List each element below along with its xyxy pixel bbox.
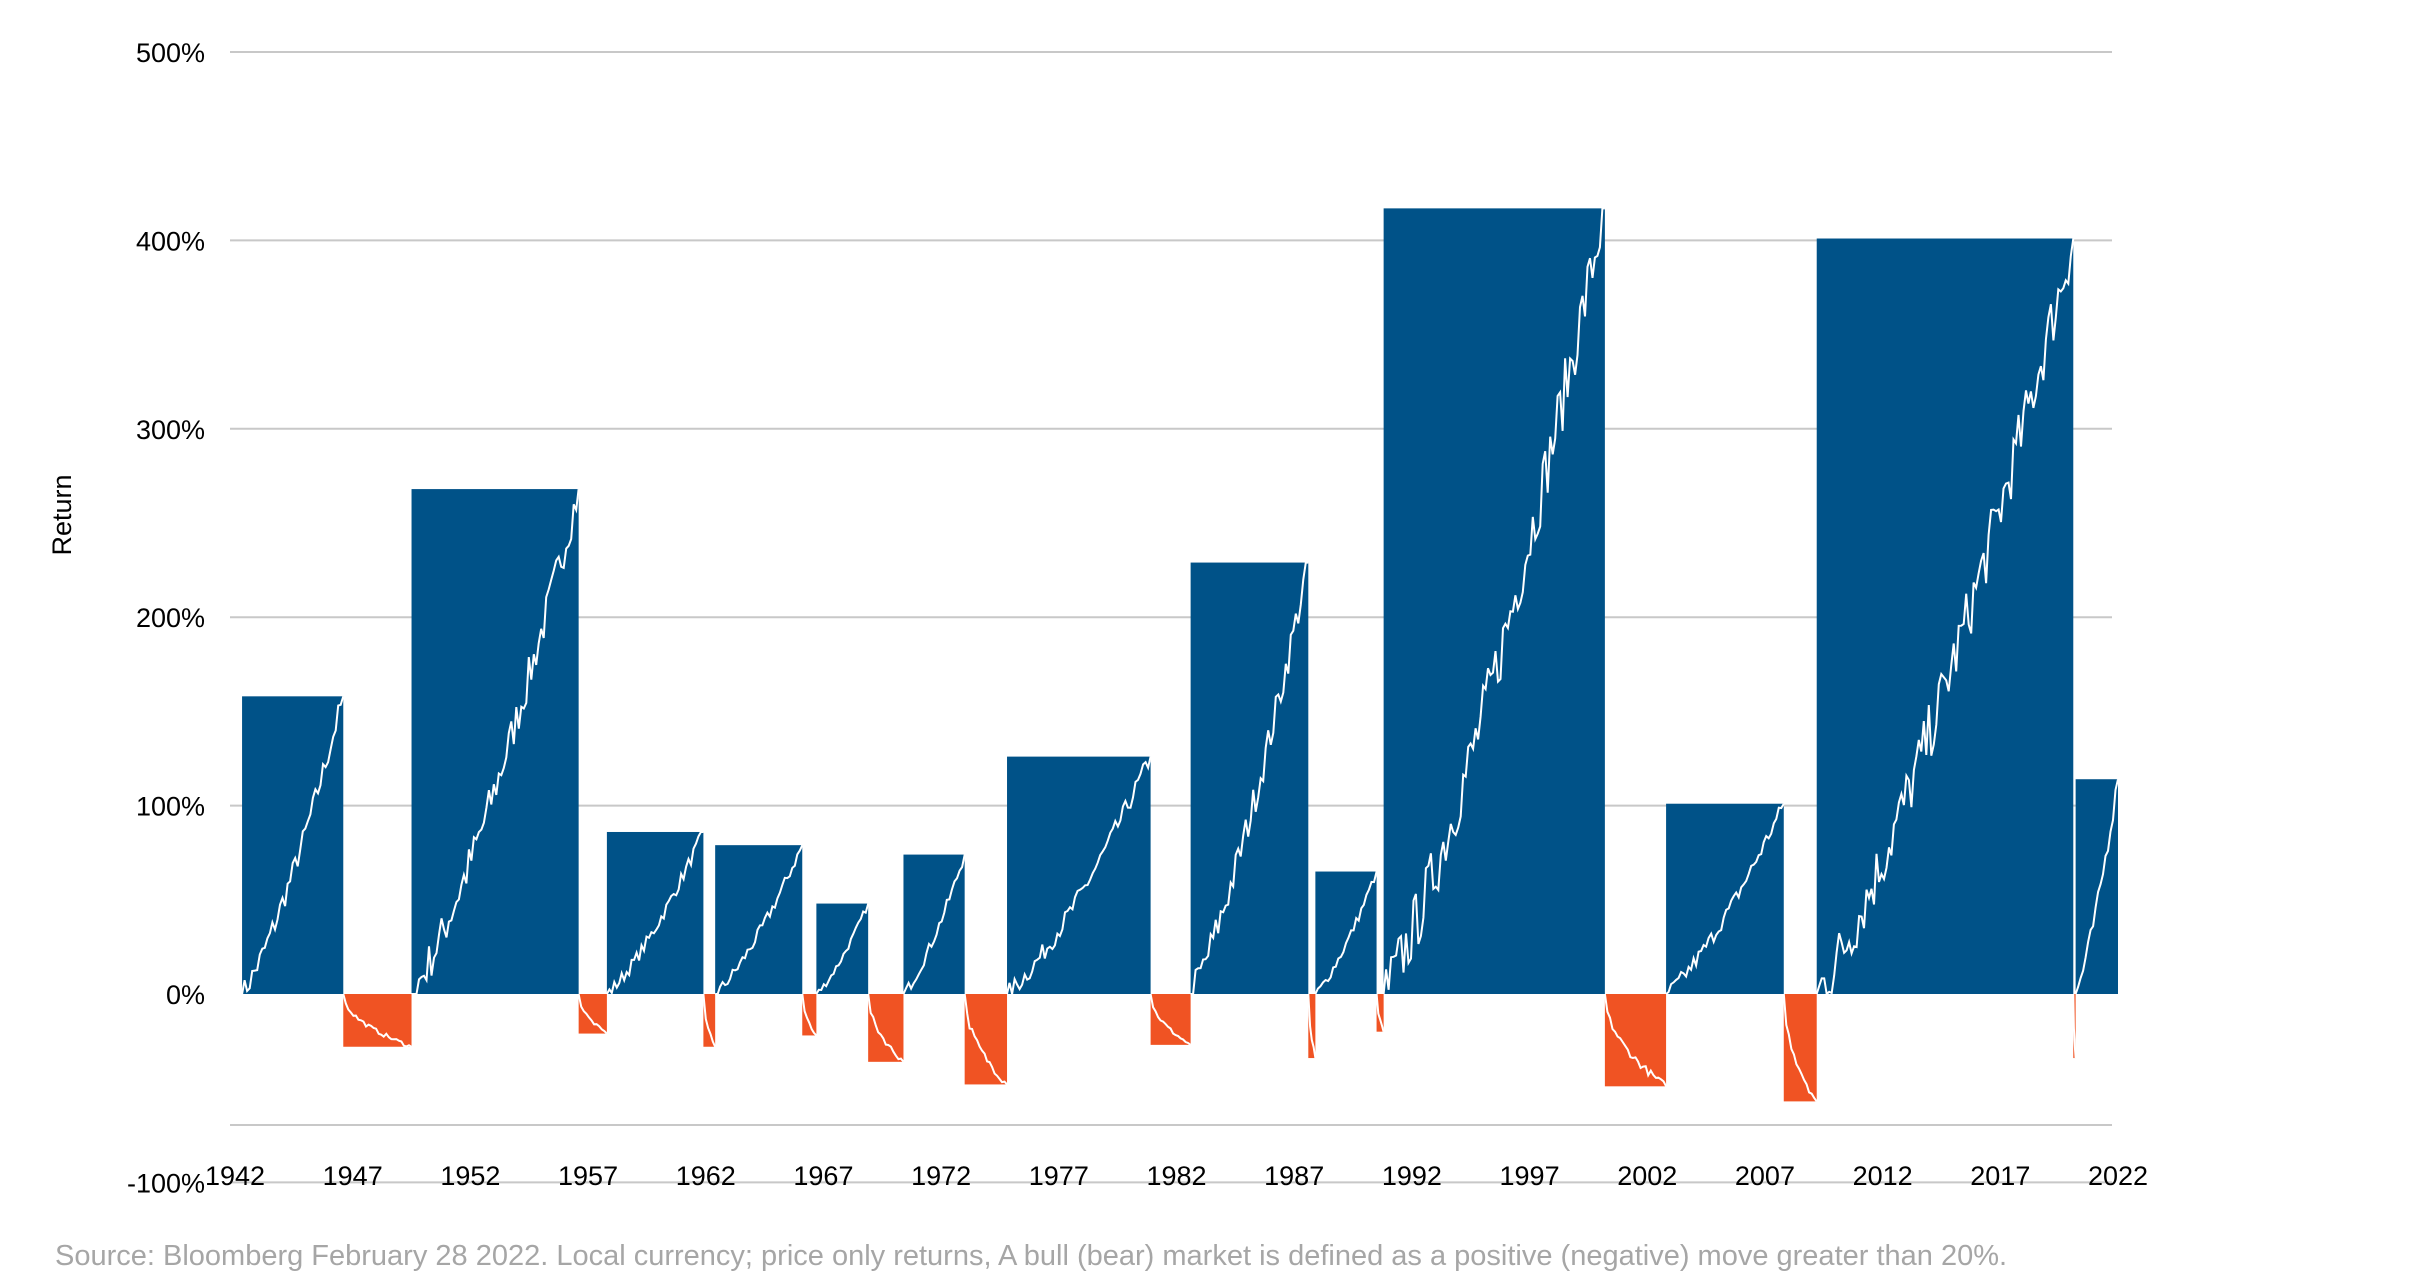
x-tick-label: 2022 <box>2088 1161 2148 1191</box>
bear-market-bar <box>1150 994 1191 1045</box>
cumulative-return-lines <box>241 207 2119 1102</box>
bear-market-bar <box>703 994 716 1047</box>
bull-market-bar <box>1816 238 2074 995</box>
y-tick-label: -100% <box>127 1168 205 1198</box>
source-note: Source: Bloomberg February 28 2022. Loca… <box>55 1240 2008 1272</box>
y-tick-label: 400% <box>136 226 205 256</box>
bull-market-bar <box>1190 562 1309 994</box>
bull-market-bar <box>1666 803 1784 994</box>
bull-return-line <box>1815 238 2075 996</box>
bear-return-line <box>1375 993 1385 1032</box>
bull-market-bar <box>816 903 869 994</box>
bull-market-bar <box>1007 756 1151 994</box>
bear-return-line <box>577 993 608 1035</box>
x-tick-label: 2012 <box>1853 1161 1913 1191</box>
y-axis-ticks: 500% 400% 300% 200% 100% 0% -100% <box>127 38 205 1198</box>
bear-market-bar <box>802 994 817 1036</box>
bull-market-bar <box>715 845 803 994</box>
bull-market-bar <box>2075 779 2118 994</box>
bull-market-bar <box>1315 871 1377 994</box>
y-tick-label: 200% <box>136 603 205 633</box>
x-tick-label: 1957 <box>558 1161 618 1191</box>
bull-return-line <box>241 696 345 995</box>
bear-return-line <box>2072 993 2077 1059</box>
bear-market-bar <box>1308 994 1316 1059</box>
x-tick-label: 2017 <box>1970 1161 2030 1191</box>
bull-market-bar <box>242 696 344 994</box>
y-tick-label: 500% <box>136 38 205 68</box>
bull-market-bar <box>411 489 579 994</box>
y-tick-label: 0% <box>166 980 205 1010</box>
bear-return-line <box>963 993 1008 1086</box>
market-period-bars <box>242 208 2118 1102</box>
x-tick-label: 1942 <box>205 1161 265 1191</box>
bear-return-line <box>867 993 905 1063</box>
bear-return-line <box>801 993 818 1037</box>
x-tick-label: 1952 <box>440 1161 500 1191</box>
x-tick-label: 1977 <box>1029 1161 1089 1191</box>
bull-return-line <box>1382 207 1605 995</box>
x-tick-label: 1967 <box>793 1161 853 1191</box>
bear-market-bar <box>1376 994 1384 1032</box>
x-tick-label: 2007 <box>1735 1161 1795 1191</box>
bear-return-line <box>342 993 413 1048</box>
bear-market-bar <box>578 994 607 1034</box>
bear-return-line <box>1603 993 1667 1087</box>
x-tick-label: 1947 <box>323 1161 383 1191</box>
x-tick-label: 1997 <box>1500 1161 1560 1191</box>
x-tick-label: 2002 <box>1617 1161 1677 1191</box>
bull-return-line <box>815 903 870 995</box>
bear-return-line <box>702 993 717 1048</box>
bull-return-line <box>606 831 704 996</box>
bear-market-bar <box>868 994 904 1062</box>
bull-return-line <box>1190 561 1309 995</box>
bear-market-bar <box>343 994 412 1047</box>
x-tick-label: 1972 <box>911 1161 971 1191</box>
x-tick-label: 1992 <box>1382 1161 1442 1191</box>
bull-return-line <box>411 488 580 995</box>
x-tick-label: 1962 <box>676 1161 736 1191</box>
bull-return-line <box>715 844 804 995</box>
bull-market-bar <box>1383 208 1605 994</box>
y-tick-label: 100% <box>136 792 205 822</box>
bear-market-bar <box>964 994 1008 1085</box>
x-tick-label: 1987 <box>1264 1161 1324 1191</box>
bear-return-line <box>1149 993 1192 1046</box>
bull-return-line <box>1665 803 1785 995</box>
bear-market-bar <box>1604 994 1667 1087</box>
bull-return-line <box>902 854 966 995</box>
bull-market-bar <box>903 854 965 994</box>
bull-return-line <box>1314 871 1378 995</box>
x-tick-label: 1982 <box>1146 1161 1206 1191</box>
bear-market-bar <box>1783 994 1817 1102</box>
bull-market-bar <box>606 831 704 994</box>
bear-return-line <box>1307 993 1317 1059</box>
x-axis-ticks: 1942 1947 1952 1957 1962 1967 1972 1977 1982 1987… <box>205 1161 2148 1191</box>
y-axis-title: Return <box>47 474 77 555</box>
bull-return-line <box>2074 778 2119 995</box>
bear-return-line <box>1782 993 1818 1102</box>
y-tick-label: 300% <box>136 415 205 445</box>
bull-return-line <box>1006 756 1152 995</box>
